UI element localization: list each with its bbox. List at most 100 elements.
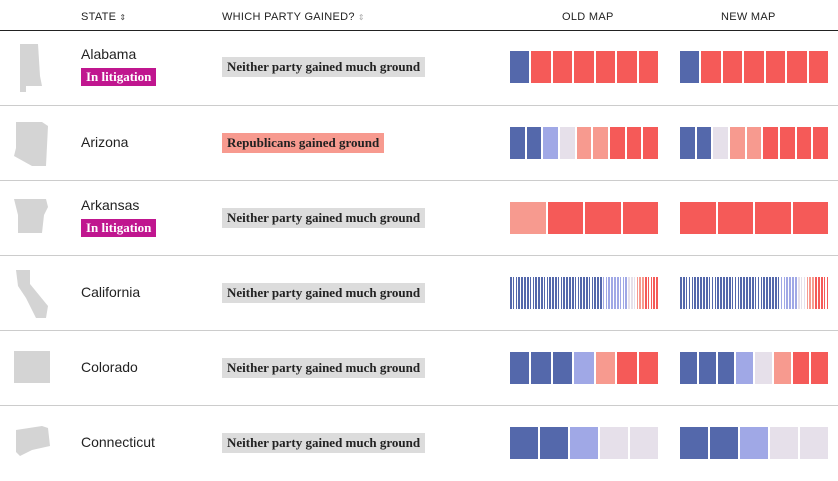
gain-label: Neither party gained much ground bbox=[222, 57, 426, 77]
district bbox=[754, 277, 757, 309]
district bbox=[737, 277, 740, 309]
district-map bbox=[510, 202, 658, 234]
district bbox=[588, 277, 591, 309]
column-header[interactable]: WHICH PARTY GAINED? ⇕ bbox=[222, 11, 365, 23]
district bbox=[630, 427, 658, 459]
district bbox=[811, 352, 828, 384]
district bbox=[680, 277, 682, 309]
district bbox=[680, 352, 697, 384]
sort-arrow[interactable]: ⇕ bbox=[119, 13, 127, 22]
district bbox=[583, 277, 585, 309]
district bbox=[633, 277, 636, 309]
district bbox=[786, 277, 789, 309]
state-shape bbox=[20, 44, 42, 92]
district bbox=[694, 277, 697, 309]
district bbox=[552, 51, 573, 83]
column-header[interactable]: STATE ⇕ bbox=[81, 11, 127, 23]
district bbox=[638, 352, 658, 384]
district bbox=[571, 277, 574, 309]
district bbox=[808, 51, 828, 83]
district bbox=[643, 127, 659, 159]
district bbox=[746, 127, 762, 159]
state-row: Arkansas In litigation Neither party gaine… bbox=[0, 180, 838, 256]
district bbox=[625, 277, 627, 309]
district bbox=[736, 352, 753, 384]
district bbox=[653, 277, 656, 309]
district bbox=[755, 202, 791, 234]
district bbox=[713, 127, 729, 159]
district bbox=[605, 277, 608, 309]
district bbox=[552, 277, 554, 309]
district bbox=[538, 277, 540, 309]
district bbox=[566, 277, 568, 309]
district bbox=[647, 277, 650, 309]
district bbox=[510, 202, 546, 234]
district bbox=[510, 352, 530, 384]
page: STATE ⇕ WHICH PARTY GAINED? ⇕ OLD MAP NEW MAP… bbox=[0, 11, 838, 459]
state-shape bbox=[16, 426, 50, 456]
district bbox=[800, 277, 803, 309]
district bbox=[531, 352, 551, 384]
state-name: California bbox=[81, 284, 141, 300]
district bbox=[680, 51, 700, 83]
district bbox=[795, 277, 797, 309]
district bbox=[638, 51, 658, 83]
sort-arrow[interactable]: ⇕ bbox=[357, 13, 365, 22]
district bbox=[626, 127, 642, 159]
status-badge: In litigation bbox=[81, 68, 157, 86]
district bbox=[806, 277, 809, 309]
district bbox=[597, 277, 599, 309]
state-shape bbox=[16, 270, 48, 318]
district bbox=[594, 277, 596, 309]
district bbox=[574, 51, 594, 83]
district bbox=[619, 277, 622, 309]
district bbox=[577, 277, 580, 309]
district bbox=[622, 277, 625, 309]
district bbox=[557, 277, 560, 309]
district bbox=[611, 277, 613, 309]
district bbox=[569, 277, 571, 309]
gain-label: Neither party gained much ground bbox=[222, 283, 426, 303]
district bbox=[812, 277, 814, 309]
district bbox=[560, 127, 575, 159]
district bbox=[540, 427, 568, 459]
district bbox=[543, 127, 559, 159]
district bbox=[535, 277, 537, 309]
district bbox=[740, 277, 743, 309]
district bbox=[645, 277, 647, 309]
district bbox=[515, 277, 518, 309]
district bbox=[547, 202, 583, 234]
district bbox=[628, 277, 630, 309]
district bbox=[591, 277, 594, 309]
district bbox=[549, 277, 551, 309]
district bbox=[763, 277, 766, 309]
district-map bbox=[510, 277, 658, 309]
district bbox=[521, 277, 523, 309]
district bbox=[570, 427, 598, 459]
district-map bbox=[680, 352, 828, 384]
district bbox=[701, 51, 721, 83]
district bbox=[723, 277, 725, 309]
district bbox=[710, 427, 738, 459]
district bbox=[783, 277, 786, 309]
district bbox=[773, 352, 791, 384]
district bbox=[540, 277, 543, 309]
district bbox=[815, 277, 817, 309]
district bbox=[726, 277, 728, 309]
district bbox=[711, 277, 714, 309]
district bbox=[792, 352, 810, 384]
district bbox=[787, 51, 807, 83]
district bbox=[510, 51, 530, 83]
district bbox=[740, 427, 768, 459]
district bbox=[792, 202, 828, 234]
state-row: Alabama In litigation Neither party gained… bbox=[0, 30, 838, 105]
district bbox=[818, 277, 820, 309]
district bbox=[743, 277, 745, 309]
district bbox=[526, 127, 542, 159]
district bbox=[510, 277, 512, 309]
state-row: California Neither party gained much grou… bbox=[0, 255, 838, 331]
district bbox=[685, 277, 688, 309]
column-header: NEW MAP bbox=[721, 11, 776, 23]
district-map bbox=[680, 51, 828, 83]
district bbox=[746, 277, 748, 309]
